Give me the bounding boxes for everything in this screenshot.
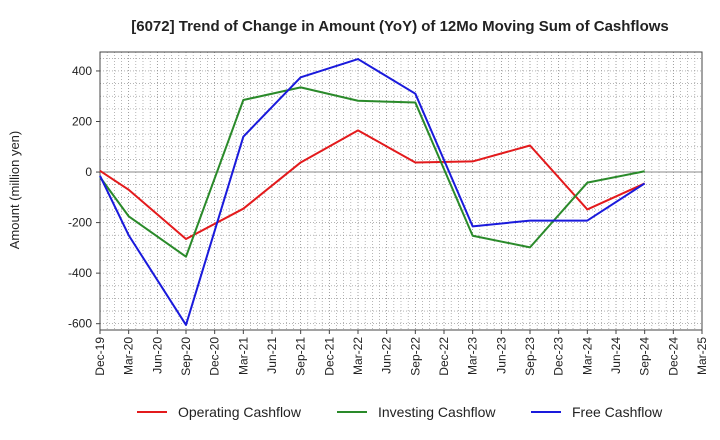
y-tick-label: 400 xyxy=(72,64,92,78)
series-line-free-cashflow xyxy=(99,58,646,326)
legend: Operating Cashflow Investing Cashflow Free… xyxy=(137,404,663,420)
x-tick-label: Sep-21 xyxy=(294,337,308,376)
x-tick-label: Dec-20 xyxy=(208,337,222,376)
series-line-investing-cashflow xyxy=(99,86,645,258)
y-tick-label: -200 xyxy=(68,216,92,230)
y-tick-label: -400 xyxy=(68,266,92,280)
x-tick-label: Dec-19 xyxy=(93,337,107,376)
x-tick-label: Mar-25 xyxy=(695,337,709,375)
legend-label: Investing Cashflow xyxy=(378,404,496,420)
x-tick-label: Mar-21 xyxy=(236,337,250,375)
y-tick-label: 200 xyxy=(72,115,92,129)
series-layer xyxy=(99,58,646,326)
x-tick-label: Sep-23 xyxy=(523,337,537,376)
x-tick-label: Dec-22 xyxy=(437,337,451,376)
plot-border xyxy=(99,51,703,331)
legend-label: Free Cashflow xyxy=(572,404,663,420)
x-tick-label: Jun-22 xyxy=(380,337,394,374)
y-axis-label: Amount (million yen) xyxy=(7,131,22,250)
x-tick-label: Jun-23 xyxy=(494,337,508,374)
x-tick-label: Dec-23 xyxy=(552,337,566,376)
x-tick-label: Mar-23 xyxy=(466,337,480,375)
x-tick-label: Jun-20 xyxy=(150,337,164,374)
chart-title: [6072] Trend of Change in Amount (YoY) o… xyxy=(131,18,669,35)
series-line-operating-cashflow xyxy=(99,129,646,241)
legend-label: Operating Cashflow xyxy=(178,404,302,420)
x-tick-label: Dec-21 xyxy=(322,337,336,376)
x-tick-label: Dec-24 xyxy=(666,337,680,376)
x-tick-label: Jun-24 xyxy=(609,337,623,374)
x-tick-label: Mar-24 xyxy=(580,337,594,375)
grid-layer xyxy=(99,52,703,330)
x-tick-label: Jun-21 xyxy=(265,337,279,374)
x-tick-label: Mar-22 xyxy=(351,337,365,375)
x-tick-label: Sep-22 xyxy=(408,337,422,376)
y-tick-label: 0 xyxy=(85,165,92,179)
x-tick-label: Mar-20 xyxy=(122,337,136,375)
y-tick-label: -600 xyxy=(68,317,92,331)
x-tick-label: Sep-20 xyxy=(179,337,193,376)
x-tick-label: Sep-24 xyxy=(638,337,652,376)
